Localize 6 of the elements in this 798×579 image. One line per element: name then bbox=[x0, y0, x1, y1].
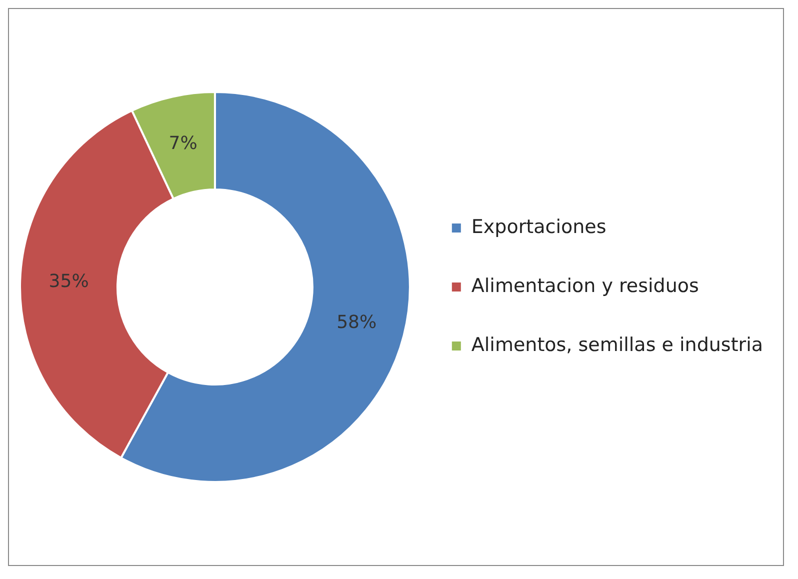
data-label: 35% bbox=[48, 271, 89, 292]
legend-label: Alimentos, semillas e industria bbox=[471, 334, 764, 356]
legend-label: Exportaciones bbox=[471, 216, 606, 238]
data-label: 58% bbox=[336, 312, 377, 334]
legend-label: Alimentacion y residuos bbox=[471, 274, 699, 297]
data-label: 7% bbox=[168, 132, 198, 154]
